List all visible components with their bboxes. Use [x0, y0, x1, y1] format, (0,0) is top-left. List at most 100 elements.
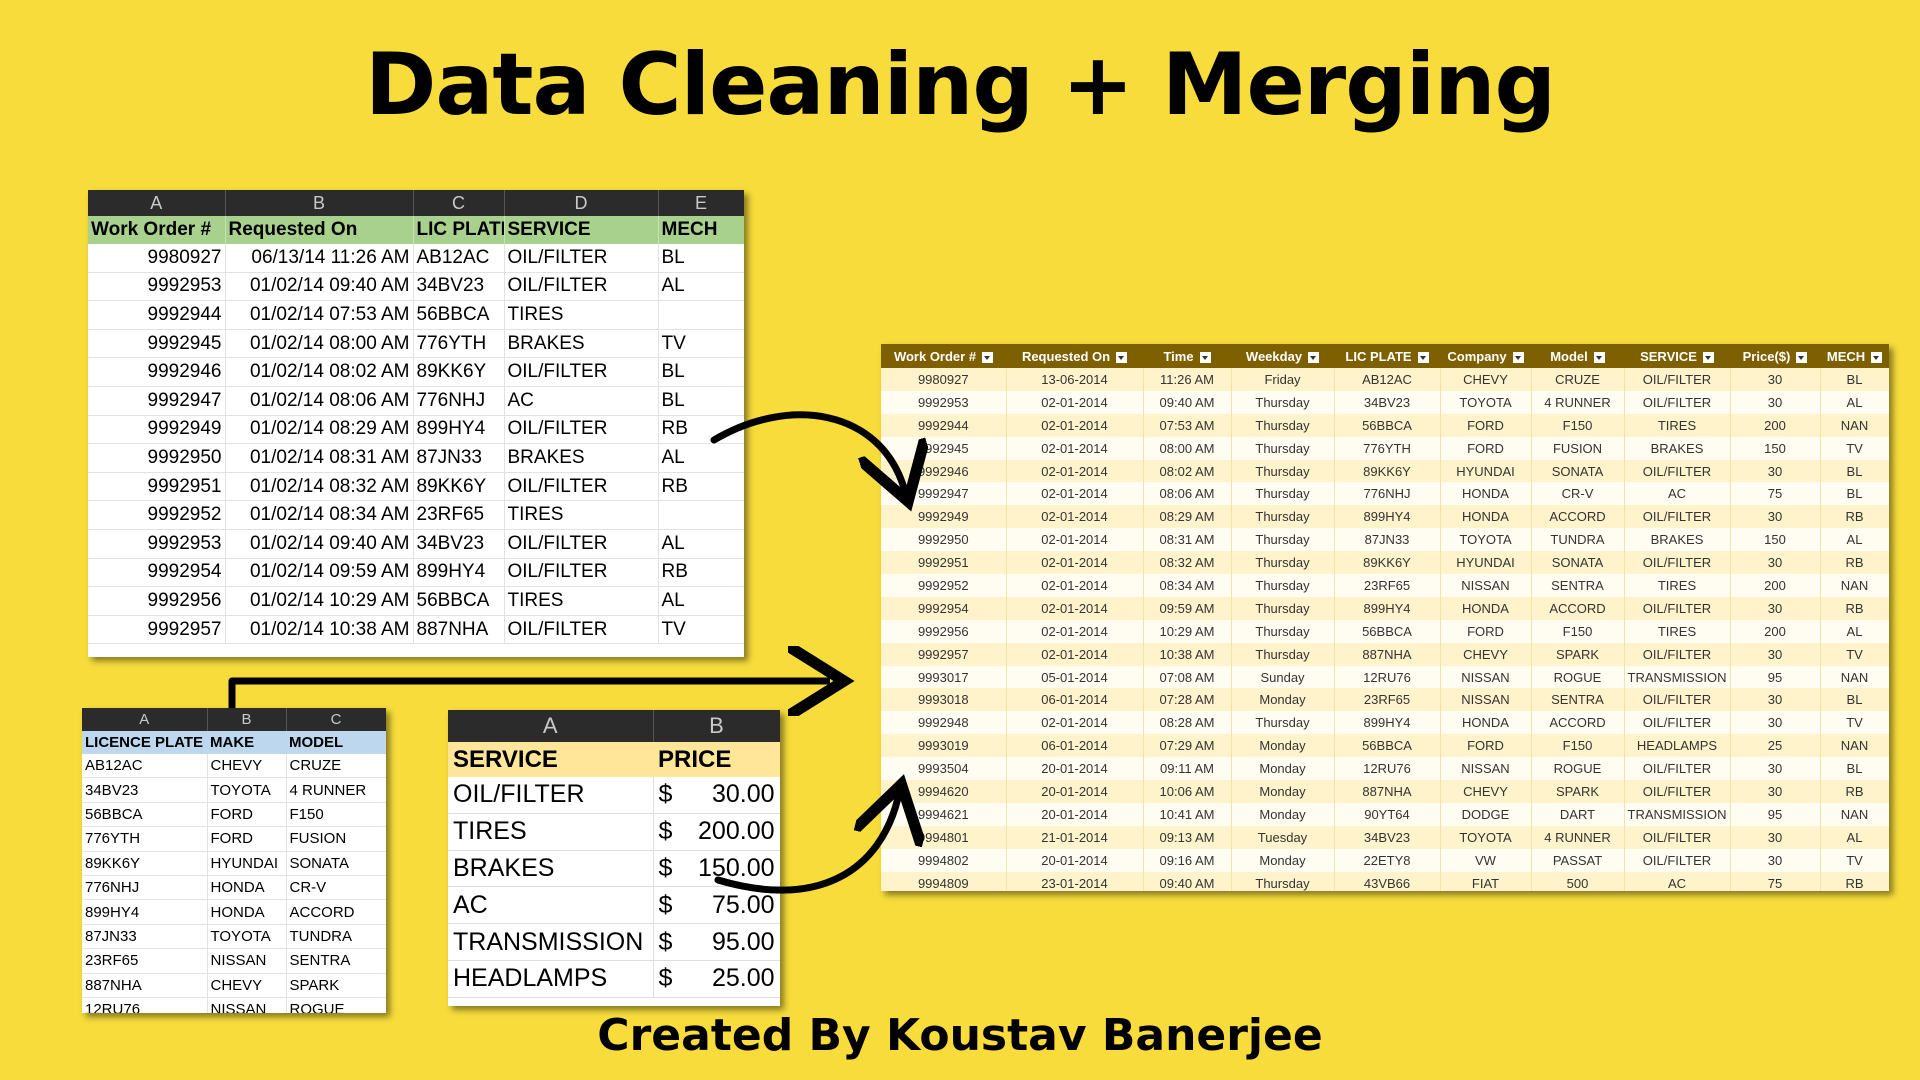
table-cell: HONDA: [1440, 482, 1532, 506]
filter-dropdown-icon[interactable]: [1512, 351, 1524, 363]
table-cell: 08:06 AM: [1143, 482, 1232, 506]
table-cell: 10:06 AM: [1143, 780, 1232, 803]
table-cell: 9992951: [88, 472, 226, 502]
table-cell: AB12AC: [413, 244, 505, 273]
header-label: Price($): [1742, 348, 1791, 364]
table-cell: RB: [1820, 551, 1889, 575]
table-cell: Thursday: [1231, 596, 1335, 620]
table-cell: 200: [1730, 413, 1821, 437]
filter-dropdown-icon[interactable]: [1796, 351, 1808, 363]
table-cell: 12RU76: [1334, 665, 1441, 689]
table-cell: 07:08 AM: [1143, 665, 1232, 689]
price-value: 75.00: [711, 890, 775, 919]
table-cell: NAN: [1820, 665, 1889, 689]
table-cell: [658, 500, 744, 530]
table-cell: 4 RUNNER: [1531, 825, 1625, 849]
filter-dropdown-icon[interactable]: [1308, 351, 1320, 363]
filter-dropdown-icon[interactable]: [982, 351, 994, 363]
table-row: 9992951 02-01-2014 08:32 AM Thursday 89KK6Y H…: [881, 551, 1889, 575]
filter-dropdown-icon[interactable]: [1417, 351, 1429, 363]
table-cell: BL: [1820, 482, 1889, 506]
header-cell[interactable]: MECH: [1820, 344, 1889, 368]
table-cell: TUNDRA: [286, 924, 386, 950]
price-cell: $25.00: [653, 960, 780, 998]
table-cell: 30: [1730, 825, 1821, 849]
header-cell[interactable]: Time: [1143, 344, 1231, 368]
table-cell: TRANSMISSION: [1624, 665, 1731, 689]
table-cell: HONDA: [1440, 596, 1532, 620]
table-cell: F150: [1531, 413, 1625, 437]
header-cell[interactable]: Weekday: [1231, 344, 1334, 368]
table-cell: Friday: [1231, 368, 1335, 391]
filter-dropdown-icon[interactable]: [1116, 351, 1128, 363]
table-cell: BRAKES: [504, 329, 659, 359]
price-cell: $200.00: [653, 813, 780, 851]
header-cell[interactable]: LIC PLATE: [1334, 344, 1440, 368]
table-cell: BL: [658, 244, 744, 273]
table-cell: OIL/FILTER: [1624, 390, 1731, 414]
header-cell[interactable]: Company: [1440, 344, 1531, 368]
column-letter: A: [82, 708, 208, 731]
table-row: 9994620 20-01-2014 10:06 AM Monday 887NHA CHE…: [881, 780, 1889, 803]
header-cell[interactable]: SERVICE: [1624, 344, 1730, 368]
filter-dropdown-icon[interactable]: [1702, 351, 1714, 363]
table-cell: 9992944: [88, 300, 226, 330]
table-row: 9992957 02-01-2014 10:38 AM Thursday 887NHA C…: [881, 642, 1889, 666]
header-cell[interactable]: Model: [1531, 344, 1624, 368]
table-cell: 9992952: [881, 574, 1007, 597]
table-row: 9992953 02-01-2014 09:40 AM Thursday 34BV23 T…: [881, 390, 1889, 414]
price-cell: $150.00: [653, 850, 780, 888]
table-cell: HONDA: [207, 875, 287, 901]
table-cell: 9980927: [88, 244, 226, 273]
table-cell: TV: [1820, 711, 1889, 735]
header-cell[interactable]: Work Order #: [881, 344, 1006, 368]
filter-dropdown-icon[interactable]: [1593, 351, 1605, 363]
table-row: AB12AC CHEVY CRUZE: [82, 754, 386, 779]
table-cell: 776NHJ: [1334, 482, 1441, 506]
filter-dropdown-icon[interactable]: [1199, 351, 1211, 363]
header-cell: SERVICE: [504, 216, 659, 244]
table-row: 9992944 01/02/14 07:53 AM 56BBCA TIRES: [88, 300, 744, 330]
table-cell: 08:28 AM: [1143, 711, 1232, 735]
header-cell: LICENCE PLATE: [82, 731, 207, 754]
table-row: 56BBCA FORD F150: [82, 802, 386, 828]
column-letter: C: [286, 708, 386, 731]
table-cell: 9992945: [88, 329, 226, 359]
table-cell: [658, 300, 744, 330]
table-cell: HYUNDAI: [1440, 551, 1532, 575]
table-cell: 02-01-2014: [1006, 619, 1144, 643]
price-cell: $75.00: [653, 886, 780, 925]
table-row: OIL/FILTER $30.00: [448, 777, 780, 814]
table-cell: 01/02/14 10:38 AM: [225, 615, 414, 645]
table-cell: NISSAN: [207, 948, 287, 974]
table-cell: 9992953: [881, 390, 1007, 414]
table-cell: CRUZE: [286, 754, 386, 779]
table-cell: 9992953: [88, 272, 226, 302]
header-cell[interactable]: Price($): [1730, 344, 1820, 368]
table-cell: 56BBCA: [1334, 619, 1441, 643]
table-cell: 9994802: [881, 848, 1007, 872]
table-cell: 09:11 AM: [1143, 757, 1232, 781]
table-cell: 887NHA: [82, 973, 208, 998]
column-letter: D: [504, 190, 659, 216]
table-cell: TIRES: [504, 500, 659, 530]
header-row: Work Order # Requested On LIC PLATE SERVICE…: [88, 216, 744, 244]
filter-dropdown-icon[interactable]: [1871, 351, 1883, 363]
table-row: 89KK6Y HYUNDAI SONATA: [82, 851, 386, 876]
table-row: 9992950 01/02/14 08:31 AM 87JN33 BRAKES AL: [88, 443, 744, 473]
table-cell: CR-V: [286, 875, 386, 901]
table-cell: RB: [658, 558, 744, 588]
table-cell: 9980927: [881, 368, 1007, 391]
table-row: 9992951 01/02/14 08:32 AM 89KK6Y OIL/FILTER…: [88, 472, 744, 502]
table-cell: 9992957: [881, 642, 1007, 666]
table-cell: 01/02/14 08:32 AM: [225, 472, 414, 502]
table-cell: 899HY4: [1334, 596, 1441, 620]
table-cell: TV: [658, 329, 744, 359]
table-cell: 9992956: [881, 619, 1007, 643]
table-cell: AL: [658, 529, 744, 559]
table-cell: Thursday: [1231, 413, 1335, 437]
header-cell[interactable]: Requested On: [1006, 344, 1143, 368]
